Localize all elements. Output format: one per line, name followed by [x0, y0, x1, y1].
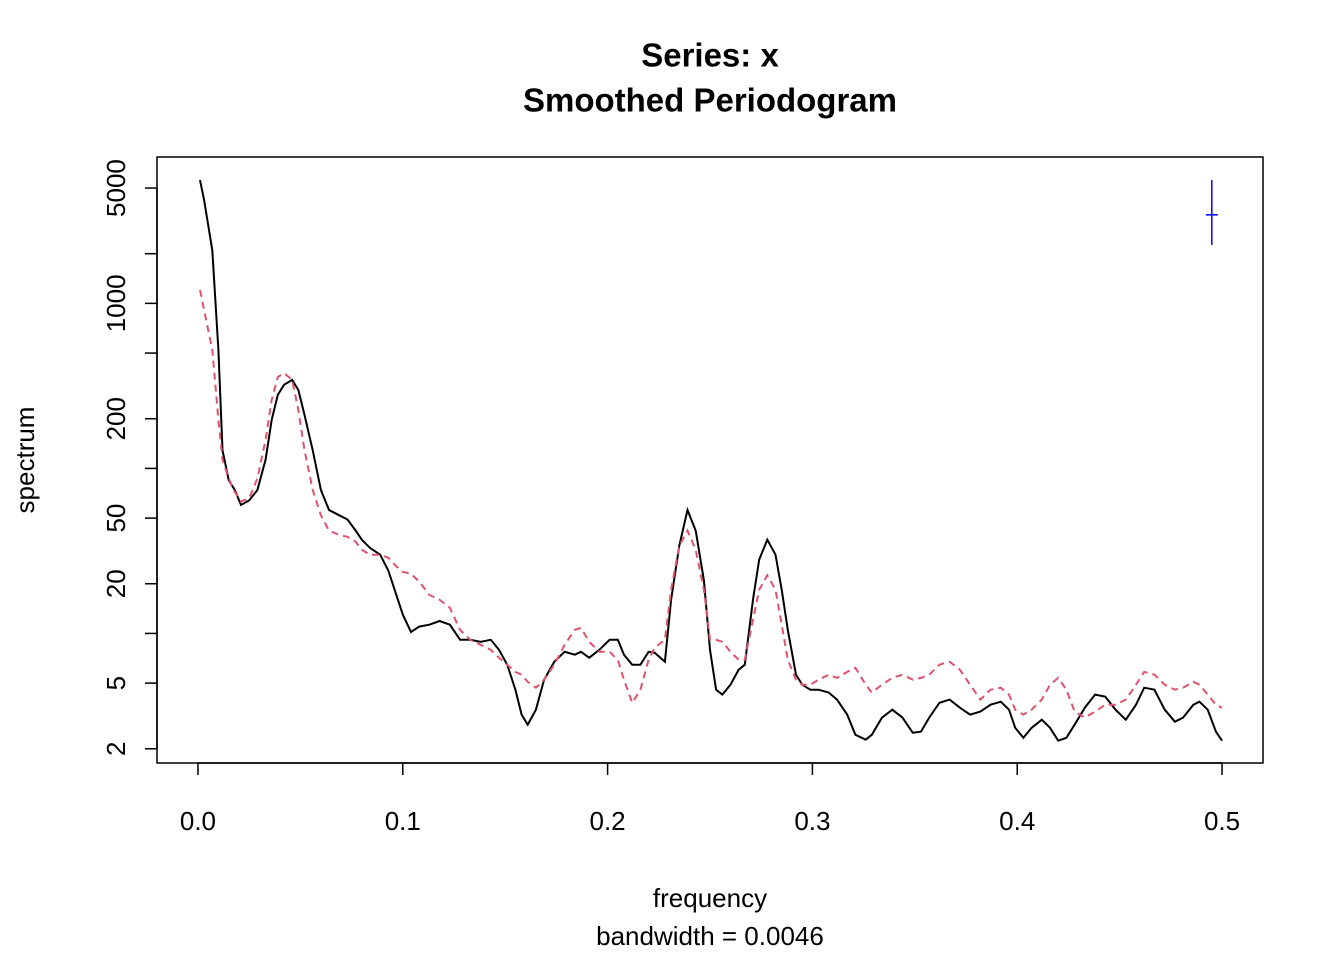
y-tick-label: 5 [101, 676, 131, 690]
y-tick-label: 1000 [101, 274, 131, 332]
x-tick-label: 0.1 [385, 806, 421, 836]
x-tick-label: 0.3 [794, 806, 830, 836]
x-axis-label: frequency [653, 883, 767, 913]
spectrum-line [199, 289, 1223, 719]
chart-subtitle: Smoothed Periodogram [523, 82, 897, 119]
y-tick-label: 5000 [101, 159, 131, 217]
bandwidth-note: bandwidth = 0.0046 [596, 921, 824, 951]
x-tick-label: 0.2 [590, 806, 626, 836]
plot-frame [156, 156, 1264, 764]
y-tick-label: 200 [101, 397, 131, 440]
x-tick-label: 0.4 [999, 806, 1035, 836]
y-tick-label: 2 [101, 742, 131, 756]
y-tick-label: 20 [101, 569, 131, 598]
x-tick-label: 0.0 [180, 806, 216, 836]
x-tick-label: 0.5 [1204, 806, 1240, 836]
y-tick-label: 50 [101, 504, 131, 533]
y-axis-label: spectrum [10, 407, 40, 514]
spectrum-line [199, 179, 1223, 742]
chart-title: Series: x [641, 37, 779, 74]
